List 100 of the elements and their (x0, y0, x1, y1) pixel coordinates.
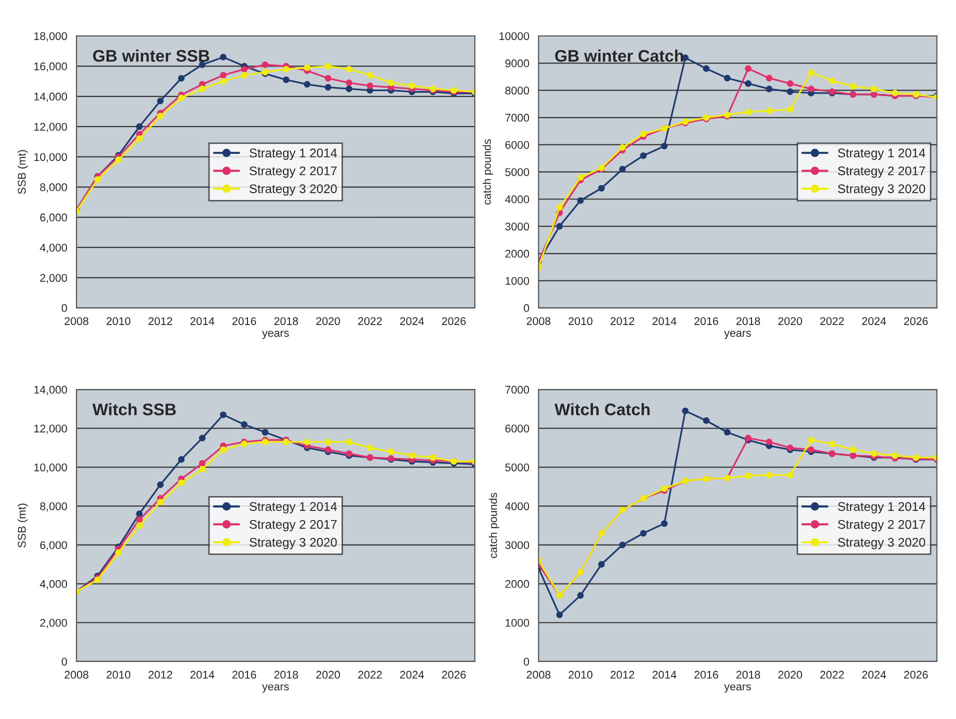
point (220, 411, 227, 418)
y-tick-label: 0 (62, 658, 68, 666)
point (577, 592, 584, 599)
legend-label: Strategy 2 2017 (250, 520, 337, 532)
point (682, 408, 689, 414)
point (178, 456, 185, 463)
x-tick-label: 2008 (526, 317, 550, 326)
point (220, 78, 227, 85)
point (408, 452, 416, 459)
text: Witch Catch (554, 403, 650, 416)
point (136, 123, 143, 130)
x-tick-label: 2024 (862, 317, 886, 326)
point (178, 74, 185, 82)
y-tick-label: 4,000 (40, 244, 68, 253)
point (388, 448, 394, 455)
point (346, 438, 352, 446)
point (619, 542, 626, 548)
point (556, 204, 563, 211)
x-tick-label: 2012 (610, 317, 634, 326)
y-tick-label: 5000 (505, 463, 530, 472)
point (115, 156, 122, 164)
x-tick-label: 2022 (820, 317, 844, 326)
x-tick-label: 2010 (568, 317, 592, 326)
point (240, 421, 248, 428)
x-tick-label: 2014 (190, 317, 214, 326)
x-tick-label: 2012 (148, 317, 172, 326)
legend-label: Strategy 1 2014 (838, 148, 926, 160)
x-tick-label: 2010 (106, 670, 130, 679)
point (304, 64, 310, 71)
point (220, 72, 227, 79)
x-tick-label: 2016 (232, 670, 256, 679)
x-tick-label: 2026 (442, 317, 466, 326)
x-tick-label: 2018 (274, 317, 298, 326)
point (198, 466, 206, 472)
x-tick-label: 2020 (778, 670, 802, 679)
point (240, 66, 248, 72)
y-tick-label: 0 (62, 304, 68, 312)
y-tick-label: 8000 (505, 86, 530, 94)
y-axis-title: SSB (mt) (18, 504, 28, 548)
x-tick-label: 2008 (64, 670, 88, 679)
x-tick-label: 2012 (148, 670, 172, 679)
point (577, 197, 584, 204)
point (198, 86, 206, 92)
x-tick-label: 2008 (64, 317, 88, 326)
point (598, 561, 605, 568)
point (808, 69, 814, 76)
point (724, 428, 731, 436)
y-tick-label: 1000 (506, 276, 530, 285)
x-tick-label: 2024 (862, 670, 886, 679)
point (282, 76, 290, 84)
point (115, 549, 122, 556)
y-axis-title: catch pounds (482, 139, 494, 205)
y-tick-label: 16,000 (34, 62, 68, 72)
legend-label: Strategy 2 2017 (838, 166, 926, 178)
x-tick-label: 2010 (568, 670, 592, 679)
point (157, 481, 164, 488)
y-tick-label: 10,000 (34, 463, 68, 473)
point (388, 79, 394, 86)
point (304, 438, 310, 446)
point (640, 130, 647, 138)
x-axis-title: years (262, 330, 289, 340)
y-tick-label: 2000 (505, 250, 530, 258)
point (157, 498, 164, 506)
x-tick-label: 2026 (442, 670, 466, 679)
point (786, 472, 794, 478)
point (850, 446, 856, 454)
y-tick-label: 12,000 (34, 424, 68, 434)
x-tick-label: 2026 (904, 670, 928, 679)
x-tick-label: 2020 (778, 317, 802, 326)
point (766, 86, 772, 92)
point (786, 80, 794, 87)
point (262, 428, 268, 436)
point (366, 72, 374, 79)
legend-label: Strategy 1 2014 (250, 148, 337, 160)
legend-label: Strategy 1 2014 (838, 502, 926, 514)
y-tick-label: 8,000 (40, 502, 68, 512)
point (220, 446, 227, 454)
legend-label: Strategy 1 2014 (250, 502, 337, 514)
point (324, 438, 332, 446)
point (262, 61, 268, 68)
point (430, 454, 436, 461)
y-tick-label: 3000 (505, 222, 530, 230)
text: GB winter Catch (555, 50, 684, 62)
y-tick-label: 6000 (505, 141, 530, 149)
point (324, 74, 332, 82)
x-axis-title: years (724, 330, 751, 340)
point (408, 82, 416, 90)
point (136, 135, 143, 142)
y-tick-label: 7000 (505, 114, 530, 122)
y-tick-label: 3000 (505, 541, 530, 550)
x-tick-label: 2012 (610, 670, 634, 679)
point (744, 472, 752, 480)
point (157, 98, 164, 104)
x-tick-label: 2010 (106, 317, 130, 326)
y-tick-label: 5000 (505, 168, 530, 176)
point (870, 450, 878, 457)
y-tick-label: 2000 (505, 580, 530, 588)
point (619, 144, 626, 151)
y-tick-label: 1000 (506, 618, 530, 627)
point (850, 82, 856, 90)
